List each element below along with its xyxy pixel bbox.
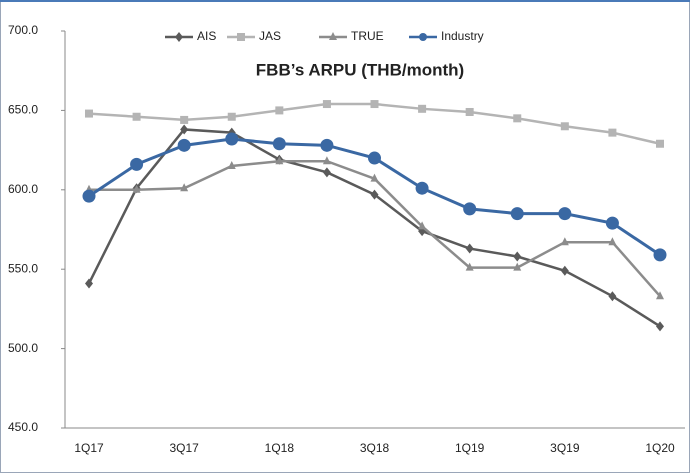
data-point xyxy=(558,207,572,221)
chart-title: FBB’s ARPU (THB/month) xyxy=(256,60,464,79)
data-point xyxy=(275,106,284,115)
data-point xyxy=(368,151,381,165)
x-tick-label: 1Q17 xyxy=(74,441,104,455)
legend-marker xyxy=(237,33,245,41)
data-point xyxy=(465,107,474,116)
data-point xyxy=(653,248,667,262)
data-point xyxy=(605,216,619,230)
legend-label: AIS xyxy=(197,29,216,43)
data-point xyxy=(608,128,617,137)
data-point xyxy=(608,291,617,302)
data-point xyxy=(560,265,569,276)
data-point xyxy=(180,115,189,124)
data-point xyxy=(225,132,239,146)
data-point xyxy=(513,114,522,123)
data-point xyxy=(560,237,569,246)
data-point xyxy=(656,139,664,148)
data-point xyxy=(130,157,144,171)
data-point xyxy=(272,137,286,151)
x-tick-label: 1Q20 xyxy=(645,441,675,455)
data-point xyxy=(370,173,379,182)
data-point xyxy=(463,202,477,216)
y-tick-label: 700.0 xyxy=(8,23,38,37)
x-tick-label: 3Q17 xyxy=(169,441,199,455)
data-point xyxy=(227,112,236,121)
data-point xyxy=(513,251,522,262)
data-point xyxy=(85,109,93,118)
data-point xyxy=(415,181,429,195)
legend-label: JAS xyxy=(259,29,281,43)
data-point xyxy=(322,100,331,109)
data-point xyxy=(275,156,284,165)
data-point xyxy=(322,167,331,178)
legend-marker xyxy=(419,33,427,41)
data-point xyxy=(465,262,474,271)
x-tick-label: 3Q18 xyxy=(360,441,390,455)
data-point xyxy=(656,321,664,332)
y-tick-label: 500.0 xyxy=(8,341,38,355)
data-point xyxy=(418,221,427,230)
x-tick-label: 3Q19 xyxy=(550,441,580,455)
data-point xyxy=(608,237,617,246)
data-point xyxy=(132,112,141,121)
data-point xyxy=(132,184,141,193)
y-tick-label: 650.0 xyxy=(8,103,38,117)
data-point xyxy=(465,243,474,254)
data-point xyxy=(177,138,191,152)
legend-marker xyxy=(329,32,337,40)
legend-label: TRUE xyxy=(351,29,384,43)
data-point xyxy=(85,278,93,289)
x-tick-label: 1Q18 xyxy=(265,441,295,455)
data-point xyxy=(320,138,334,152)
data-point xyxy=(560,122,569,131)
data-point xyxy=(418,104,427,113)
y-tick-label: 600.0 xyxy=(8,182,38,196)
data-point xyxy=(370,189,379,200)
legend-label: Industry xyxy=(441,29,484,43)
data-point xyxy=(656,291,664,300)
data-point xyxy=(180,183,189,192)
x-tick-label: 1Q19 xyxy=(455,441,485,455)
y-tick-label: 550.0 xyxy=(8,261,38,275)
data-point xyxy=(322,156,331,165)
data-point xyxy=(513,262,522,271)
data-point xyxy=(510,207,524,221)
legend-marker xyxy=(175,32,183,42)
y-tick-label: 450.0 xyxy=(8,420,38,434)
data-point xyxy=(82,189,96,203)
data-point xyxy=(370,100,379,109)
data-point xyxy=(227,160,236,169)
data-point xyxy=(180,124,189,135)
